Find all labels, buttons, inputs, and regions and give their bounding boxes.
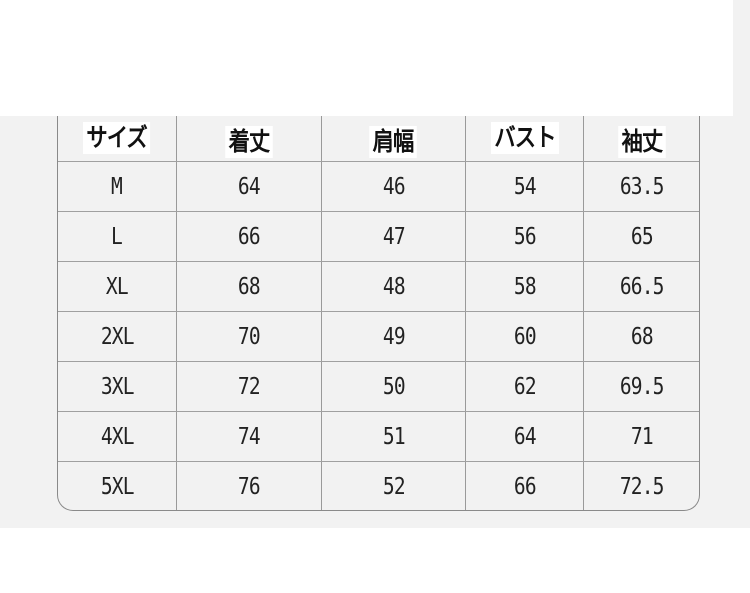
- cell-value: 5XL: [100, 473, 135, 500]
- cell-value: 68: [630, 323, 654, 350]
- cell-value: 65: [630, 223, 654, 250]
- table-cell: 47: [320, 212, 466, 261]
- table-cell: 50: [320, 362, 466, 411]
- cell-value: 66: [513, 473, 537, 500]
- table-cell: 4XL: [58, 412, 176, 461]
- cell-value: 68: [237, 273, 261, 300]
- header-size: サイズ: [58, 116, 176, 161]
- header-length: 着丈: [175, 116, 321, 161]
- cell-value: 58: [513, 273, 537, 300]
- table-cell: 66: [175, 212, 321, 261]
- table-background: [0, 116, 750, 528]
- table-cell: 49: [320, 312, 466, 361]
- cell-value: 4XL: [100, 423, 135, 450]
- cell-value: 46: [382, 173, 406, 200]
- table-cell: 63.5: [583, 162, 699, 211]
- cell-value: 62: [513, 373, 537, 400]
- table-cell: L: [58, 212, 176, 261]
- size-chart-table: サイズ 着丈 肩幅 バスト 袖丈 M 64 46 54 63.5 L 66 47 56 65 XL 6…: [57, 116, 700, 511]
- table-cell: 54: [465, 162, 583, 211]
- table-cell: 3XL: [58, 362, 176, 411]
- cell-value: 74: [237, 423, 261, 450]
- table-header-row: サイズ 着丈 肩幅 バスト 袖丈: [58, 116, 699, 161]
- table-cell: 56: [465, 212, 583, 261]
- header-label: サイズ: [83, 122, 151, 154]
- cell-value: 63.5: [619, 173, 665, 200]
- table-cell: 69.5: [583, 362, 699, 411]
- cell-value: 56: [513, 223, 537, 250]
- cell-value: 72.5: [619, 473, 665, 500]
- cell-value: 48: [382, 273, 406, 300]
- table-cell: 52: [320, 462, 466, 510]
- cell-value: 66.5: [619, 273, 665, 300]
- cell-value: 49: [382, 323, 406, 350]
- cell-value: 51: [382, 423, 406, 450]
- table-cell: 65: [583, 212, 699, 261]
- header-label: 袖丈: [617, 126, 666, 158]
- cell-value: 64: [237, 173, 261, 200]
- table-cell: 76: [175, 462, 321, 510]
- cell-value: 64: [513, 423, 537, 450]
- cell-value: 2XL: [100, 323, 135, 350]
- table-cell: 62: [465, 362, 583, 411]
- table-row: 4XL 74 51 64 71: [58, 411, 699, 461]
- table-cell: 2XL: [58, 312, 176, 361]
- cell-value: 71: [630, 423, 654, 450]
- table-cell: 66: [465, 462, 583, 510]
- table-cell: 60: [465, 312, 583, 361]
- header-sleeve: 袖丈: [583, 116, 699, 161]
- table-row: L 66 47 56 65: [58, 211, 699, 261]
- table-cell: 71: [583, 412, 699, 461]
- table-cell: 74: [175, 412, 321, 461]
- cell-value: 60: [513, 323, 537, 350]
- cell-value: XL: [105, 273, 129, 300]
- cell-value: 66: [237, 223, 261, 250]
- header-label: 肩幅: [369, 126, 418, 158]
- header-bust: バスト: [465, 116, 583, 161]
- background-strip: [733, 0, 750, 116]
- table-cell: 64: [175, 162, 321, 211]
- cell-value: 52: [382, 473, 406, 500]
- cell-value: M: [111, 173, 123, 200]
- table-cell: 70: [175, 312, 321, 361]
- table-cell: 58: [465, 262, 583, 311]
- table-cell: 46: [320, 162, 466, 211]
- table-cell: M: [58, 162, 176, 211]
- header-label: バスト: [490, 122, 559, 154]
- table-cell: 72.5: [583, 462, 699, 510]
- table-cell: 64: [465, 412, 583, 461]
- cell-value: 69.5: [619, 373, 665, 400]
- table-cell: 5XL: [58, 462, 176, 510]
- table-cell: 66.5: [583, 262, 699, 311]
- table-row: M 64 46 54 63.5: [58, 161, 699, 211]
- table-row: 3XL 72 50 62 69.5: [58, 361, 699, 411]
- cell-value: 70: [237, 323, 261, 350]
- table-cell: 51: [320, 412, 466, 461]
- cell-value: 47: [382, 223, 406, 250]
- cell-value: 54: [513, 173, 537, 200]
- table-row: 2XL 70 49 60 68: [58, 311, 699, 361]
- table-cell: 68: [175, 262, 321, 311]
- header-shoulder: 肩幅: [320, 116, 466, 161]
- cell-value: 3XL: [100, 373, 135, 400]
- cell-value: L: [111, 223, 123, 250]
- table-row: XL 68 48 58 66.5: [58, 261, 699, 311]
- cell-value: 76: [237, 473, 261, 500]
- cell-value: 72: [237, 373, 261, 400]
- cell-value: 50: [382, 373, 406, 400]
- table-cell: 72: [175, 362, 321, 411]
- table-cell: XL: [58, 262, 176, 311]
- table-row: 5XL 76 52 66 72.5: [58, 461, 699, 510]
- header-label: 着丈: [224, 126, 273, 158]
- table-cell: 48: [320, 262, 466, 311]
- table-cell: 68: [583, 312, 699, 361]
